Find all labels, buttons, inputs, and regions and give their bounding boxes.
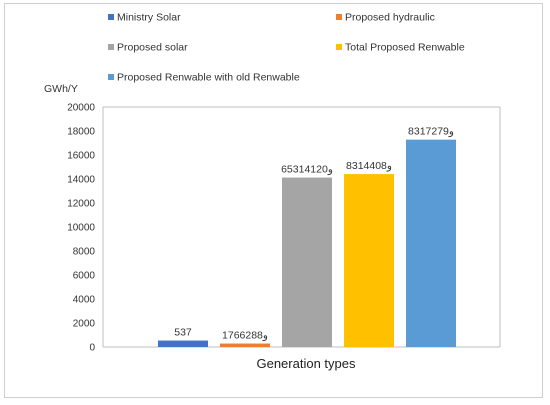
legend-label: Proposed Renwable with old Renwable [117, 72, 300, 84]
legend-label: Proposed hydraulic [345, 12, 435, 24]
legend: Ministry Solar Proposed hydraulic Proposed… [108, 12, 465, 84]
bar [406, 139, 456, 347]
legend-swatch [336, 14, 342, 20]
legend-swatch [108, 14, 114, 20]
legend-swatch [336, 44, 342, 50]
y-tick-label: 14000 [67, 175, 95, 186]
legend-label: Total Proposed Renwable [345, 42, 465, 54]
bars [158, 139, 456, 347]
data-labels: 537 1766و288 653و14120 83و14408 83و17279 [174, 126, 454, 342]
y-tick-label: 4000 [73, 295, 96, 306]
bar [282, 177, 332, 347]
legend-label: Ministry Solar [117, 12, 181, 24]
legend-label: Proposed solar [117, 42, 188, 54]
data-label: 1766و288 [222, 330, 268, 342]
y-tick-label: 20000 [67, 103, 95, 114]
y-tick-label: 12000 [67, 199, 95, 210]
y-tick-label: 10000 [67, 223, 95, 234]
bar [220, 343, 270, 347]
bar [158, 340, 208, 347]
y-axis-ticks: 0 2000 4000 6000 8000 10000 12000 14000 16000 180… [67, 103, 95, 354]
y-tick-label: 8000 [73, 247, 96, 258]
data-label: 83و14408 [346, 160, 392, 172]
y-tick-label: 6000 [73, 271, 96, 282]
data-label: 537 [174, 327, 192, 339]
y-tick-label: 0 [89, 343, 95, 354]
y-tick-label: 2000 [73, 319, 96, 330]
y-axis-title: GWh/Y [44, 83, 78, 95]
data-label: 653و14120 [281, 164, 333, 176]
data-label: 83و17279 [408, 126, 454, 138]
x-axis-title: Generation types [256, 356, 356, 371]
y-tick-label: 18000 [67, 127, 95, 138]
legend-swatch [108, 74, 114, 80]
y-tick-label: 16000 [67, 151, 95, 162]
legend-swatch [108, 44, 114, 50]
bar [344, 174, 394, 347]
